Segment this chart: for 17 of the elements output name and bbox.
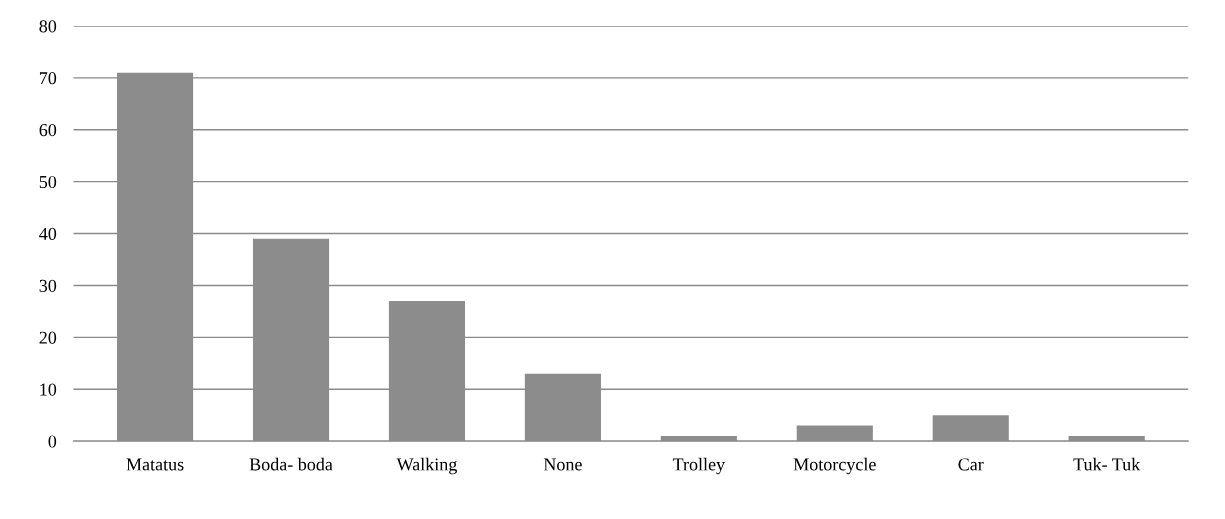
x-tick-label: Walking <box>396 457 457 475</box>
y-tick-label: 80 <box>39 20 57 33</box>
y-tick-label: 0 <box>48 435 57 448</box>
y-tick-label: 40 <box>39 227 57 240</box>
x-tick-label: None <box>543 458 582 471</box>
y-tick-label: 20 <box>39 331 57 344</box>
y-tick-label: 60 <box>39 124 57 137</box>
y-tick-label: 70 <box>39 72 57 85</box>
y-tick-label: 30 <box>39 279 57 292</box>
x-tick-label: Car <box>958 458 984 471</box>
x-tick-label: Motorcycle <box>793 457 876 475</box>
y-tick-label: 10 <box>40 383 57 396</box>
y-tick-label: 50 <box>39 175 57 189</box>
x-tick-label: Boda- boda <box>249 457 333 471</box>
x-tick-label: Tuk- Tuk <box>1073 457 1141 471</box>
x-tick-label: Matatus <box>126 458 184 471</box>
x-tick-label: Trolley <box>672 457 726 475</box>
